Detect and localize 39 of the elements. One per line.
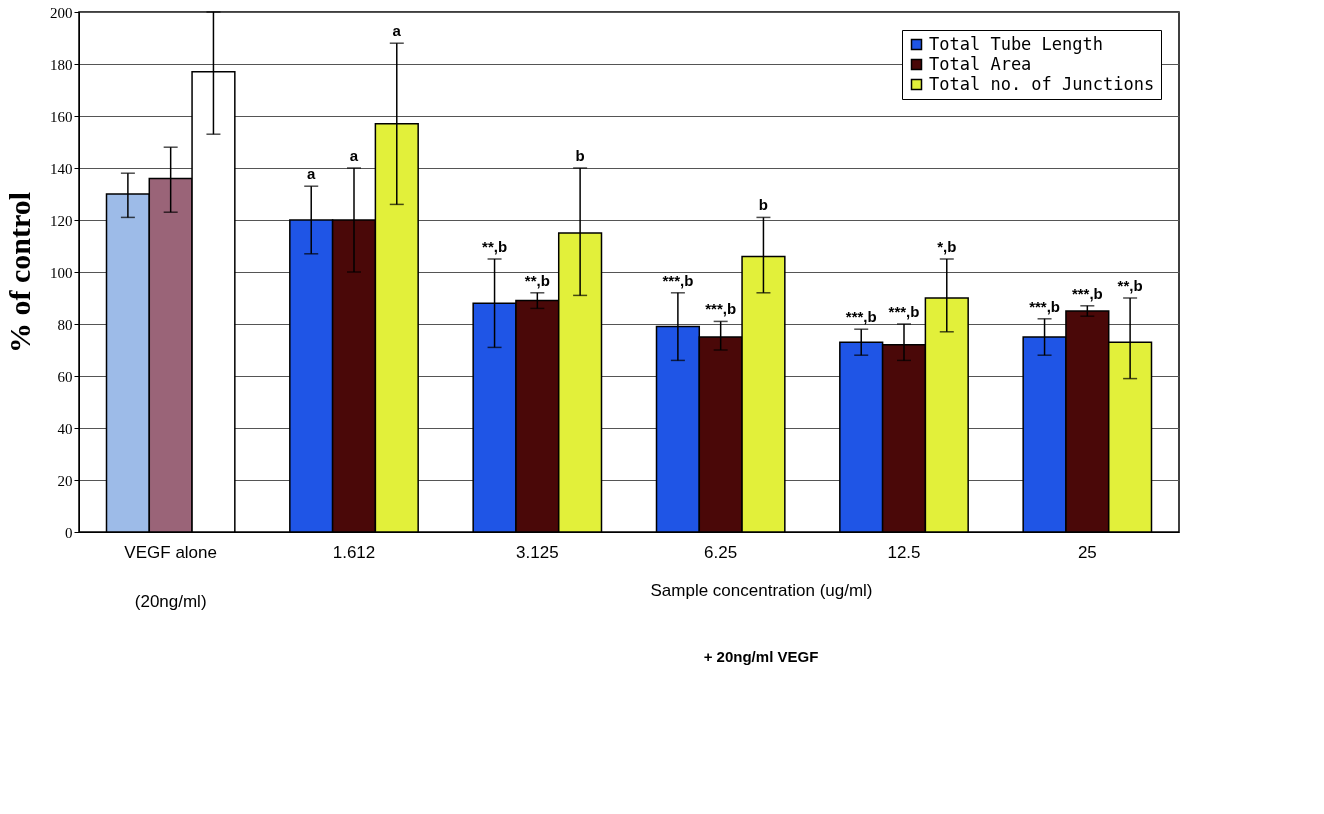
y-tick-label: 20 [57,472,73,489]
annotation: ***,b [662,271,694,289]
legend-label: Total Tube Length [929,33,1103,54]
annotation: a [392,22,402,40]
y-tick-label: 60 [57,368,73,385]
y-tick-label: 40 [57,420,73,437]
annotation: ***,b [1071,284,1103,302]
y-tick-label: 180 [50,56,73,73]
annotation: ***,b [888,303,920,320]
y-tick-label: 120 [50,212,73,229]
annotation: b [758,196,769,214]
annotation: *,b [937,238,957,255]
y-tick-label: 140 [50,160,73,177]
annotation: a [307,165,317,183]
x-tick-label: VEGF alone [124,542,217,562]
text: + 20ng/ml VEGF [703,648,819,665]
y-tick-label: 0 [65,524,73,541]
x-tick-label: 1.612 [332,542,376,562]
y-tick-label: 80 [57,316,73,333]
y-tick-label: 200 [50,4,73,21]
annotation: **,b [524,271,550,289]
y-axis-title: % of control [3,191,36,354]
x-tick-label: 25 [1077,542,1097,562]
annotation: **,b [482,238,508,255]
y-tick-label: 100 [50,264,73,281]
annotation: a [349,147,359,164]
legend-label: Total no. of Junctions [929,73,1155,94]
text: (20ng/ml) [134,592,207,611]
legend-label: Total Area [929,53,1032,74]
y-tick-label: 160 [50,108,73,125]
x-tick-label: 3.125 [516,542,559,562]
annotation: **,b [1117,277,1143,294]
x-tick-label: 12.5 [887,542,921,562]
x-axis-title: Sample concentration (ug/ml) [650,580,873,600]
annotation: ***,b [1029,297,1060,315]
annotation: ***,b [845,308,877,326]
annotation: ***,b [705,300,737,318]
x-tick-label: 6.25 [704,542,738,562]
annotation: b [575,147,585,164]
